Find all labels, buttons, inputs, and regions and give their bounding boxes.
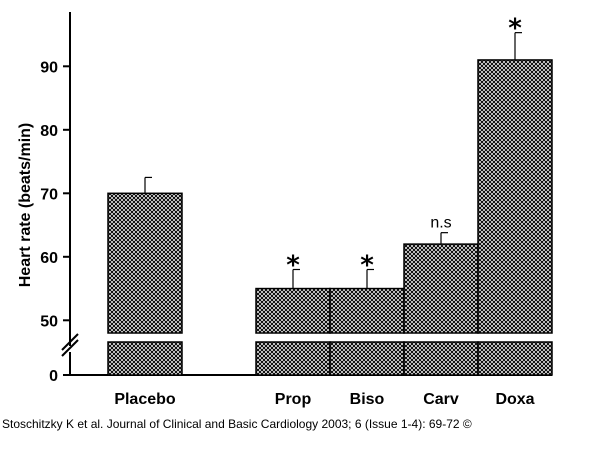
y-tick-label: 70 xyxy=(40,186,58,203)
bar-prop xyxy=(255,287,331,334)
category-label: Doxa xyxy=(495,391,534,408)
bar-base-biso xyxy=(329,341,405,376)
category-label: Carv xyxy=(423,391,459,408)
significance-star: * xyxy=(508,14,522,44)
category-label: Placebo xyxy=(114,391,176,408)
y-tick-label: 60 xyxy=(40,250,58,267)
bar-base-doxa xyxy=(477,341,553,376)
significance-star: * xyxy=(360,251,374,281)
axis-break-mark xyxy=(61,333,79,351)
bar-doxa xyxy=(477,59,553,334)
significance-star: * xyxy=(286,251,300,281)
bar-carv xyxy=(403,243,479,334)
bar-base-placebo xyxy=(107,341,183,376)
bar-base-carv xyxy=(403,341,479,376)
bar-base-prop xyxy=(255,341,331,376)
citation: Stoschitzky K et al. Journal of Clinical… xyxy=(2,417,472,431)
bars xyxy=(107,32,553,376)
y-tick-label: 0 xyxy=(49,368,58,385)
y-tick-label: 90 xyxy=(40,59,58,76)
category-label: Biso xyxy=(350,391,385,408)
category-label: Prop xyxy=(275,391,312,408)
labels: Placebo Prop * Biso * Carv n.s Doxa * xyxy=(114,14,534,408)
bar-placebo xyxy=(107,192,183,334)
significance-label: n.s xyxy=(430,215,451,232)
bar-biso xyxy=(329,287,405,334)
y-axis-label: Heart rate (beats/min) xyxy=(17,123,34,288)
y-tick-label: 50 xyxy=(40,313,58,330)
y-tick-label: 80 xyxy=(40,123,58,140)
axis-break-mark xyxy=(61,339,79,357)
